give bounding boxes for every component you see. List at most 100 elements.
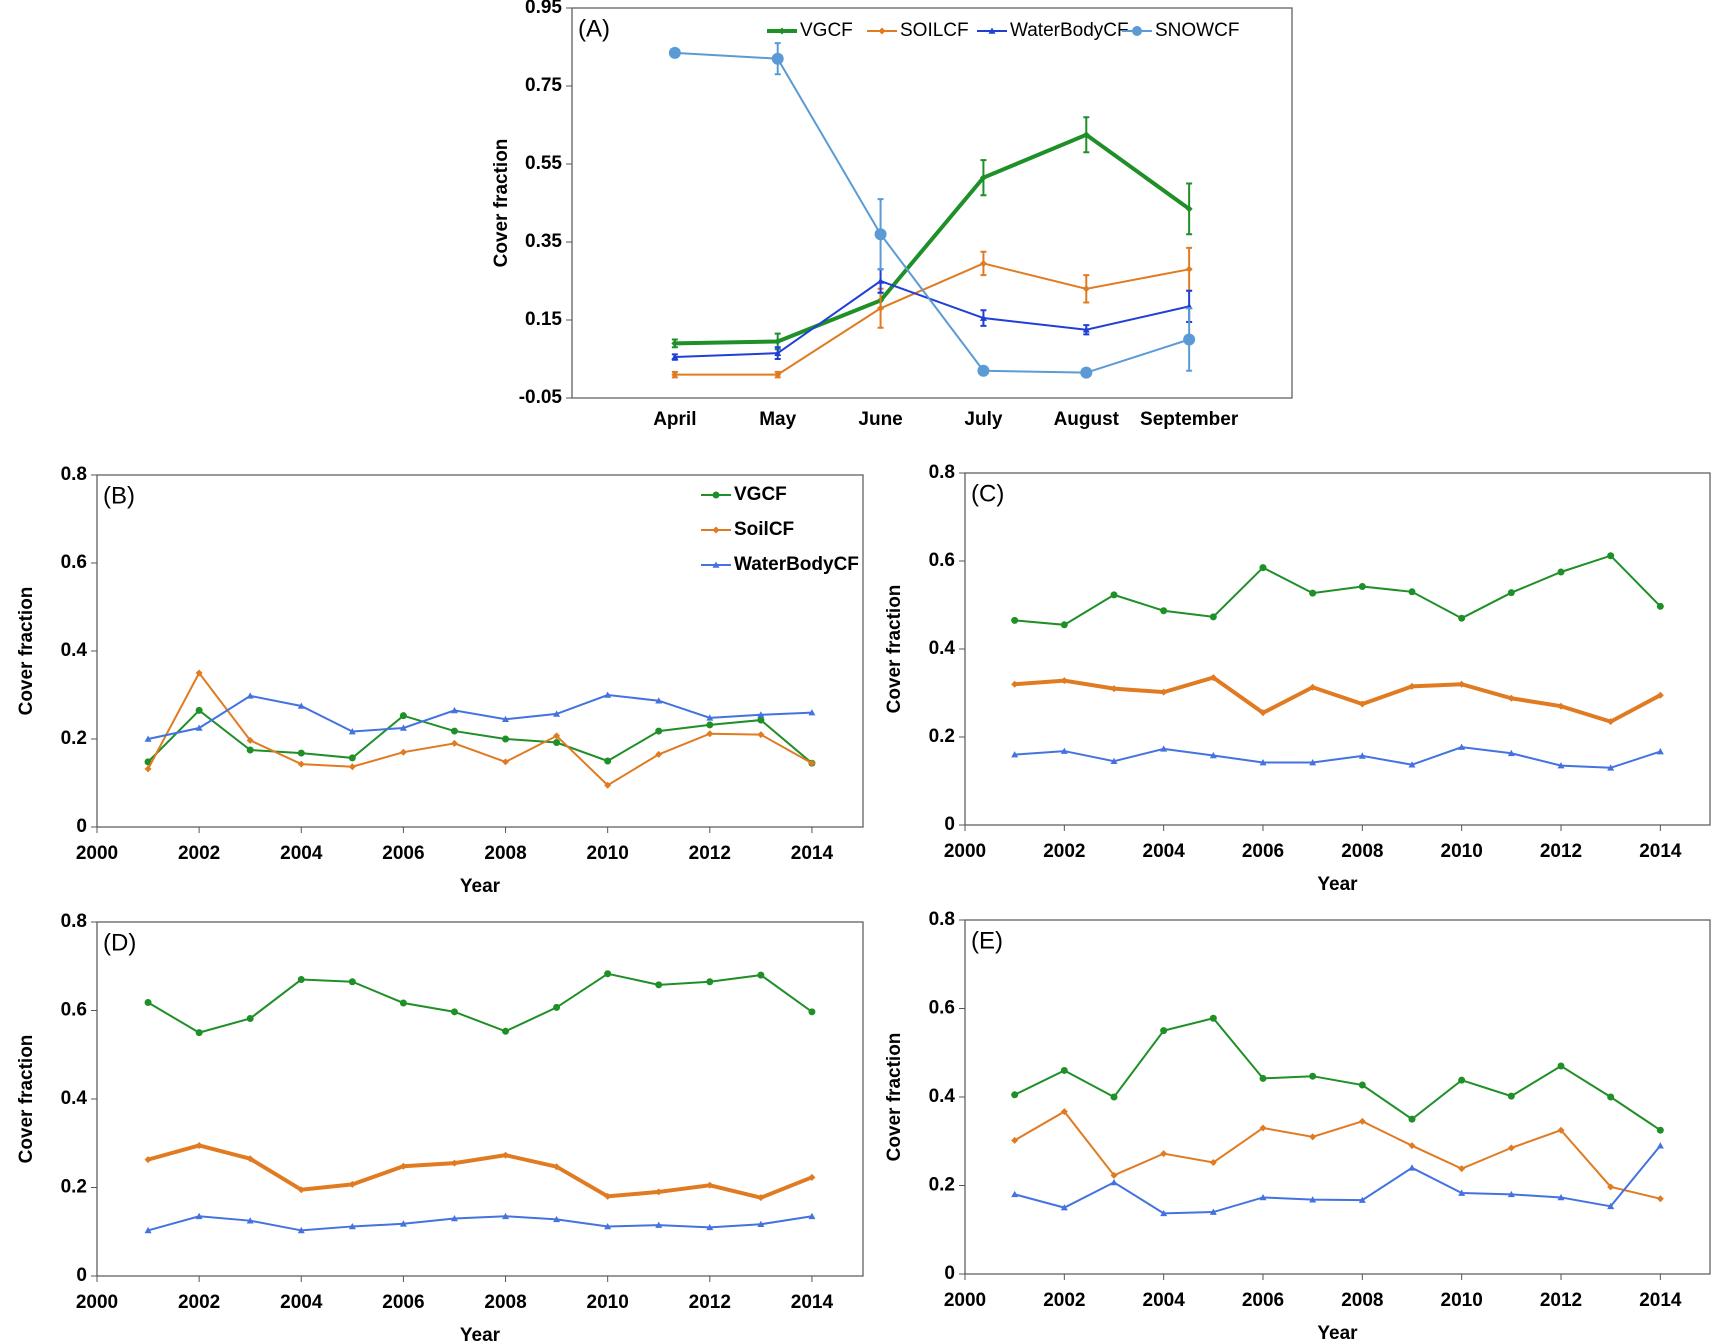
marker: [1507, 1144, 1515, 1152]
marker: [604, 970, 612, 978]
marker: [399, 748, 407, 756]
marker: [1183, 333, 1196, 346]
marker: [1082, 285, 1090, 293]
marker: [979, 314, 987, 321]
marker: [502, 758, 510, 766]
plot-frame: [571, 7, 1293, 399]
y-tick-label: 0: [76, 1265, 87, 1286]
marker: [246, 736, 254, 744]
marker: [712, 526, 720, 534]
series-line: [1014, 1017, 1661, 1132]
y-axis-label: Cover fraction: [491, 139, 512, 268]
marker: [1557, 1062, 1565, 1070]
x-axis-label: Year: [1317, 1323, 1358, 1342]
x-tick-label: June: [858, 409, 902, 430]
marker: [502, 1212, 510, 1220]
marker: [348, 978, 356, 986]
marker: [1656, 691, 1664, 699]
marker: [399, 724, 407, 731]
y-tick-label: 0.75: [525, 75, 562, 96]
marker: [655, 981, 663, 989]
marker: [1607, 552, 1615, 560]
marker: [1358, 700, 1366, 708]
x-tick-label: 2012: [1540, 841, 1582, 862]
marker: [655, 1188, 663, 1196]
marker: [1185, 205, 1193, 213]
marker: [144, 1156, 152, 1164]
x-tick-label: 2000: [944, 841, 986, 862]
marker: [604, 691, 612, 698]
marker: [1110, 1171, 1118, 1179]
marker: [706, 978, 714, 986]
x-tick-label: 2002: [178, 1292, 220, 1313]
y-axis-label: Cover fraction: [16, 1035, 37, 1164]
y-tick-label: 0.4: [929, 1086, 956, 1107]
x-axis-label: Year: [1317, 874, 1358, 895]
marker: [671, 371, 679, 379]
series-line: [147, 671, 813, 787]
marker: [399, 712, 407, 720]
marker: [979, 259, 987, 267]
legend-label: SNOWCF: [1155, 20, 1239, 41]
marker: [706, 714, 714, 721]
series-line: [147, 1215, 813, 1232]
marker: [1358, 752, 1366, 759]
marker: [297, 1226, 305, 1234]
legend-label: VGCF: [734, 484, 787, 505]
marker: [1259, 1193, 1267, 1201]
x-tick-label: 2006: [382, 1292, 424, 1313]
marker: [195, 1029, 203, 1037]
x-tick-label: 2014: [791, 1292, 834, 1313]
marker: [1082, 326, 1090, 333]
marker: [1011, 680, 1019, 688]
legend-label: WaterBodyCF: [1010, 20, 1129, 41]
x-tick-label: May: [759, 409, 796, 430]
marker: [553, 739, 561, 747]
x-tick-label: 2014: [1639, 1290, 1682, 1311]
y-axis-label: Cover fraction: [16, 587, 37, 716]
marker: [195, 669, 203, 677]
marker: [1209, 1208, 1217, 1215]
x-tick-label: 2008: [484, 1292, 526, 1313]
x-tick-label: 2004: [1143, 1290, 1186, 1311]
marker: [877, 277, 885, 284]
marker: [668, 46, 681, 59]
marker: [604, 781, 612, 789]
marker: [553, 1003, 561, 1011]
marker: [553, 710, 561, 717]
marker: [553, 1215, 561, 1223]
marker: [808, 1008, 816, 1016]
marker: [604, 757, 612, 765]
marker: [1160, 745, 1168, 752]
marker: [1507, 749, 1515, 757]
marker: [1259, 564, 1267, 572]
y-tick-label: 0.4: [61, 640, 88, 661]
y-axis-label: Cover fraction: [884, 1033, 905, 1162]
y-tick-label: 0: [944, 814, 955, 835]
marker: [1110, 757, 1118, 764]
marker: [553, 1163, 561, 1171]
x-tick-label: 2012: [1540, 1290, 1582, 1311]
x-tick-label: 2002: [178, 843, 220, 864]
x-tick-label: 2008: [1341, 841, 1383, 862]
y-tick-label: 0.4: [61, 1088, 88, 1109]
marker: [778, 27, 786, 35]
series-line: [1014, 746, 1661, 769]
marker: [1458, 743, 1466, 750]
panel-label: (A): [578, 15, 610, 42]
marker: [757, 716, 765, 724]
x-tick-label: 2002: [1043, 841, 1085, 862]
marker: [655, 750, 663, 758]
marker: [1160, 688, 1168, 696]
marker: [1110, 1178, 1118, 1186]
marker: [757, 731, 765, 739]
y-tick-label: 0: [944, 1263, 955, 1284]
marker: [757, 1194, 765, 1202]
series-line: [147, 972, 813, 1034]
marker: [771, 52, 784, 65]
marker: [757, 1220, 765, 1228]
marker: [1080, 366, 1093, 379]
marker: [450, 727, 458, 735]
marker: [450, 1214, 458, 1222]
marker: [399, 1220, 407, 1227]
